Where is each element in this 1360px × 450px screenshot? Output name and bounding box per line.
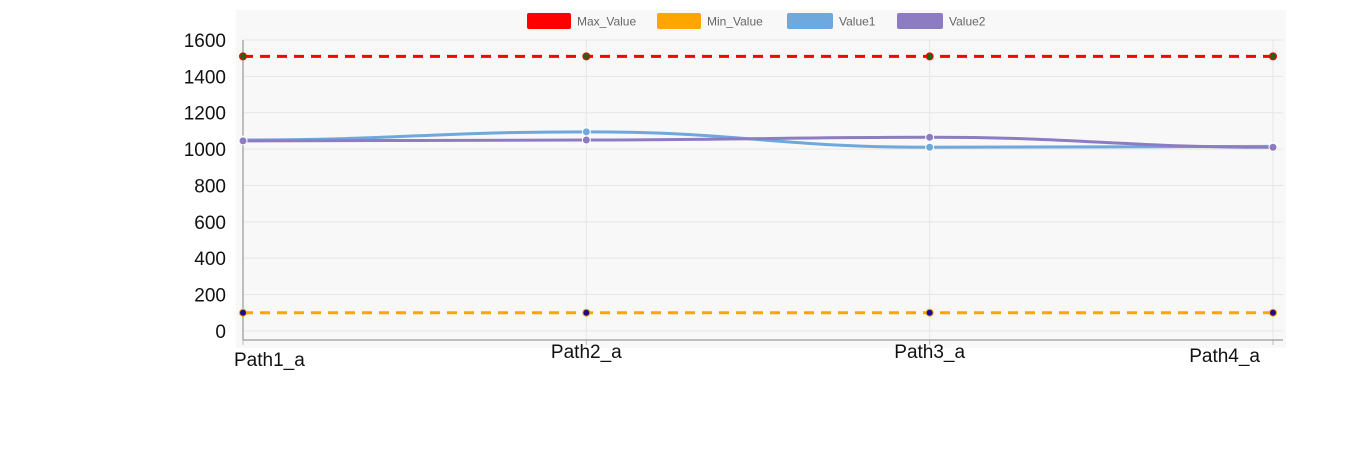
y-tick-label: 1400 [184,67,226,88]
legend-swatch-value1[interactable] [787,13,833,29]
axes [242,40,1283,345]
data-point-max-value-3[interactable] [1269,52,1277,61]
legend-swatch-min-value[interactable] [657,13,701,29]
data-point-value2-3[interactable] [1268,142,1278,152]
legend: Max_Value Min_Value Value1 Value2 [527,13,986,29]
legend-label-max-value[interactable]: Max_Value [577,15,636,29]
legend-label-value1[interactable]: Value1 [839,15,876,29]
y-tick-label: 1200 [184,104,226,125]
y-tick-label: 400 [194,249,226,270]
data-point-min-value-1[interactable] [582,308,591,317]
x-tick-label: Path3_a [894,342,965,363]
data-point-value2-1[interactable] [581,135,591,145]
y-tick-label: 1600 [184,31,226,52]
data-point-max-value-0[interactable] [239,52,247,61]
x-axis-ticks: Path1_a Path2_a Path3_a Path4_a [234,342,1260,371]
series-line-value2 [242,135,1274,149]
y-tick-label: 1000 [184,140,226,161]
y-tick-label: 200 [194,286,226,307]
data-point-value1-1[interactable] [581,127,591,137]
legend-swatch-max-value[interactable] [527,13,571,29]
x-tick-label: Path4_a [1189,346,1260,367]
x-tick-label: Path2_a [551,342,622,363]
plot-background [236,10,1286,348]
y-tick-label: 800 [194,176,226,197]
data-point-min-value-3[interactable] [1269,308,1277,317]
series-group [242,54,1274,315]
y-tick-label: 0 [215,322,226,343]
data-point-value1-2[interactable] [925,142,935,152]
markers-group [238,52,1278,317]
grid-lines [242,39,1283,340]
legend-label-value2[interactable]: Value2 [949,15,986,29]
x-tick-label: Path1_a [234,350,305,371]
data-point-max-value-2[interactable] [925,52,934,61]
legend-swatch-value2[interactable] [897,13,943,29]
data-point-value2-0[interactable] [238,136,248,146]
data-point-value2-2[interactable] [925,132,935,142]
legend-label-min-value[interactable]: Min_Value [707,15,763,29]
data-point-max-value-1[interactable] [582,52,591,61]
data-point-min-value-2[interactable] [925,308,934,317]
y-tick-label: 600 [194,213,226,234]
data-point-min-value-0[interactable] [239,308,247,317]
y-axis-ticks: 1600 1400 1200 1000 800 600 400 200 0 [184,31,226,343]
